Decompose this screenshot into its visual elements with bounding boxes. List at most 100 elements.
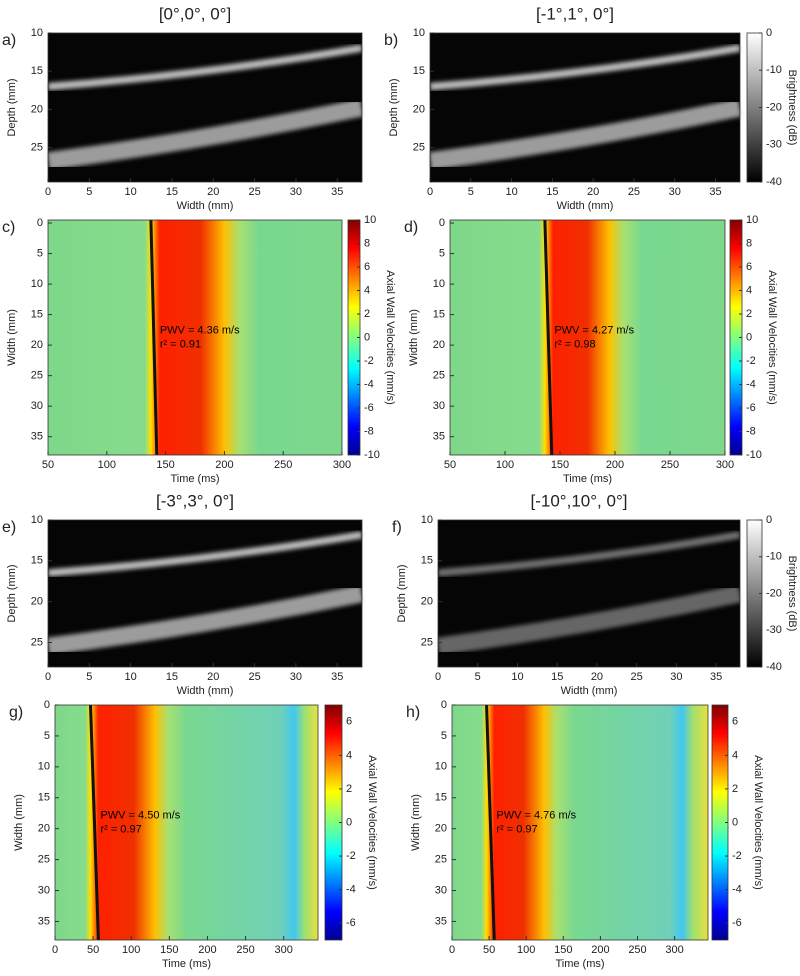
x-tick-label: 0 xyxy=(427,186,433,198)
velocity-map xyxy=(452,705,708,940)
vessel-wall xyxy=(46,98,364,171)
y-tick-label: 10 xyxy=(413,27,425,39)
y-tick-label: 0 xyxy=(37,217,43,229)
vessel-wall xyxy=(428,98,742,171)
x-tick-label: 20 xyxy=(587,186,599,198)
y-tick-label: 25 xyxy=(31,142,43,154)
y-tick-label: 30 xyxy=(38,884,50,896)
x-tick-label: 15 xyxy=(166,186,178,198)
x-axis-label: Width (mm) xyxy=(557,200,614,212)
x-axis-label: Width (mm) xyxy=(177,200,234,212)
y-tick-label: 0 xyxy=(44,699,50,711)
colorbar-tick-label: 8 xyxy=(364,237,370,249)
colorbar-tick-label: 0 xyxy=(364,331,370,343)
y-tick-label: 15 xyxy=(435,792,447,804)
x-tick-label: 15 xyxy=(551,671,563,683)
y-tick-label: 5 xyxy=(44,730,50,742)
y-tick-label: 10 xyxy=(31,514,43,526)
x-tick-label: 150 xyxy=(156,459,174,471)
velocity-map xyxy=(450,220,725,455)
colorbar-tick-label: 0 xyxy=(746,331,752,343)
colorbar-tick-label: 0 xyxy=(732,816,738,828)
y-tick-label: 15 xyxy=(421,555,433,567)
panel-label: b) xyxy=(384,32,398,49)
y-tick-label: 25 xyxy=(421,636,433,648)
pwv-fit-line xyxy=(485,704,496,941)
x-tick-label: 5 xyxy=(475,671,481,683)
y-tick-label: 10 xyxy=(31,27,43,39)
panel-title: [-1°,1°, 0°] xyxy=(536,4,614,23)
y-tick-label: 15 xyxy=(31,309,43,321)
x-tick-label: 10 xyxy=(505,186,517,198)
plot-frame xyxy=(47,219,343,456)
panel-title: [-3°,3°, 0°] xyxy=(156,491,234,510)
colorbar-label: Brightness (dB) xyxy=(786,70,798,146)
colorbar-tick-label: 0 xyxy=(766,27,772,39)
y-tick-label: 10 xyxy=(433,278,445,290)
x-tick-label: 0 xyxy=(45,671,51,683)
plot-frame xyxy=(47,519,363,668)
y-tick-label: 20 xyxy=(435,823,447,835)
x-tick-label: 300 xyxy=(275,944,293,956)
pwv-fit-line xyxy=(89,704,100,941)
y-tick-label: 10 xyxy=(38,761,50,773)
colorbar-tick-label: -2 xyxy=(732,850,742,862)
colorbar-tick-label: -2 xyxy=(364,355,374,367)
annotation: r² = 0.91 xyxy=(160,338,201,350)
vessel-wall xyxy=(47,531,363,577)
velocity-map xyxy=(55,705,318,940)
colorbar-tick-label: 4 xyxy=(346,749,352,761)
x-tick-label: 5 xyxy=(86,186,92,198)
colorbar-tick-label: -2 xyxy=(746,355,756,367)
colorbar-label: Axial Wall Velocities (mm/s) xyxy=(766,270,778,405)
x-tick-label: 0 xyxy=(45,186,51,198)
pwv-fit-line xyxy=(543,219,554,456)
colorbar-tick-label: 4 xyxy=(732,749,738,761)
x-tick-label: 5 xyxy=(468,186,474,198)
x-tick-label: 300 xyxy=(665,944,683,956)
x-tick-label: 30 xyxy=(290,671,302,683)
colorbar-tick-label: 0 xyxy=(346,816,352,828)
x-tick-label: 30 xyxy=(669,186,681,198)
x-tick-label: 100 xyxy=(122,944,140,956)
y-axis-label: Width (mm) xyxy=(13,794,25,851)
x-tick-label: 200 xyxy=(215,459,233,471)
colorbar-tick-label: -4 xyxy=(746,378,756,390)
panel-1: 0 5 10 15 20 25 30 35 10 15 20 25 Width (mm) Depth (m… xyxy=(384,4,798,211)
annotation: PWV = 4.36 m/s xyxy=(160,324,240,336)
x-tick-label: 100 xyxy=(496,459,514,471)
colorbar-tick-label: 2 xyxy=(346,783,352,795)
x-tick-label: 35 xyxy=(710,671,722,683)
y-tick-label: 15 xyxy=(38,792,50,804)
y-axis-label: Depth (mm) xyxy=(6,564,18,622)
panel-label: h) xyxy=(406,704,420,721)
x-tick-label: 0 xyxy=(449,944,455,956)
x-tick-label: 150 xyxy=(554,944,572,956)
x-tick-label: 35 xyxy=(331,671,343,683)
y-tick-label: 10 xyxy=(31,278,43,290)
colorbar-tick-label: -10 xyxy=(766,551,782,563)
y-tick-label: 15 xyxy=(413,65,425,77)
colorbar-tick-label: 10 xyxy=(364,214,376,226)
x-tick-label: 20 xyxy=(591,671,603,683)
x-tick-label: 200 xyxy=(606,459,624,471)
x-tick-label: 200 xyxy=(198,944,216,956)
colorbar-tick-label: -8 xyxy=(746,425,756,437)
vessel-wall xyxy=(436,584,742,656)
colorbar-tick-label: 4 xyxy=(746,284,752,296)
x-axis-label: Time (ms) xyxy=(563,473,612,485)
annotation: PWV = 4.27 m/s xyxy=(554,324,634,336)
colorbar-label: Axial Wall Velocities (mm/s) xyxy=(366,755,378,890)
annotation: PWV = 4.50 m/s xyxy=(100,809,180,821)
y-tick-label: 0 xyxy=(439,217,445,229)
y-tick-label: 15 xyxy=(433,309,445,321)
x-tick-label: 250 xyxy=(236,944,254,956)
y-axis-label: Width (mm) xyxy=(410,794,422,851)
x-tick-label: 50 xyxy=(87,944,99,956)
x-tick-label: 250 xyxy=(274,459,292,471)
x-axis-label: Width (mm) xyxy=(561,685,618,697)
x-tick-label: 15 xyxy=(546,186,558,198)
velocity-map xyxy=(48,220,342,455)
x-tick-label: 5 xyxy=(86,671,92,683)
y-tick-label: 5 xyxy=(441,730,447,742)
